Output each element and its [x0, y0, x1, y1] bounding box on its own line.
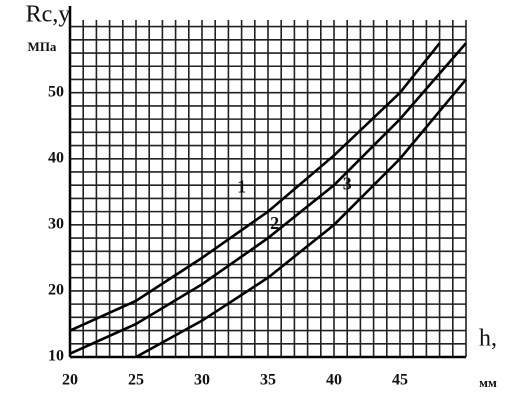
y-tick-label: 20: [48, 282, 64, 299]
y-tick-label: 50: [48, 83, 64, 100]
series-label: 3: [343, 173, 352, 193]
y-tick-label: 30: [48, 216, 64, 233]
y-axis-unit: МПа: [28, 39, 57, 54]
x-tick-label: 30: [194, 372, 210, 389]
x-tick-label: 45: [392, 372, 408, 389]
y-tick-label: 40: [48, 149, 64, 166]
series-label: 1: [237, 177, 246, 197]
x-axis-label: h,: [479, 326, 497, 352]
y-tick-label: 10: [48, 348, 64, 365]
x-tick-label: 25: [128, 372, 144, 389]
x-tick-label: 40: [326, 372, 342, 389]
y-axis-label: Rс,у: [26, 2, 71, 28]
x-tick-label: 35: [260, 372, 276, 389]
line-series: [135, 78, 467, 359]
series-label: 2: [270, 213, 279, 233]
line-series: [69, 42, 441, 332]
line-series: [69, 42, 467, 355]
x-tick-label: 20: [62, 372, 78, 389]
x-axis-unit: мм: [479, 375, 497, 390]
